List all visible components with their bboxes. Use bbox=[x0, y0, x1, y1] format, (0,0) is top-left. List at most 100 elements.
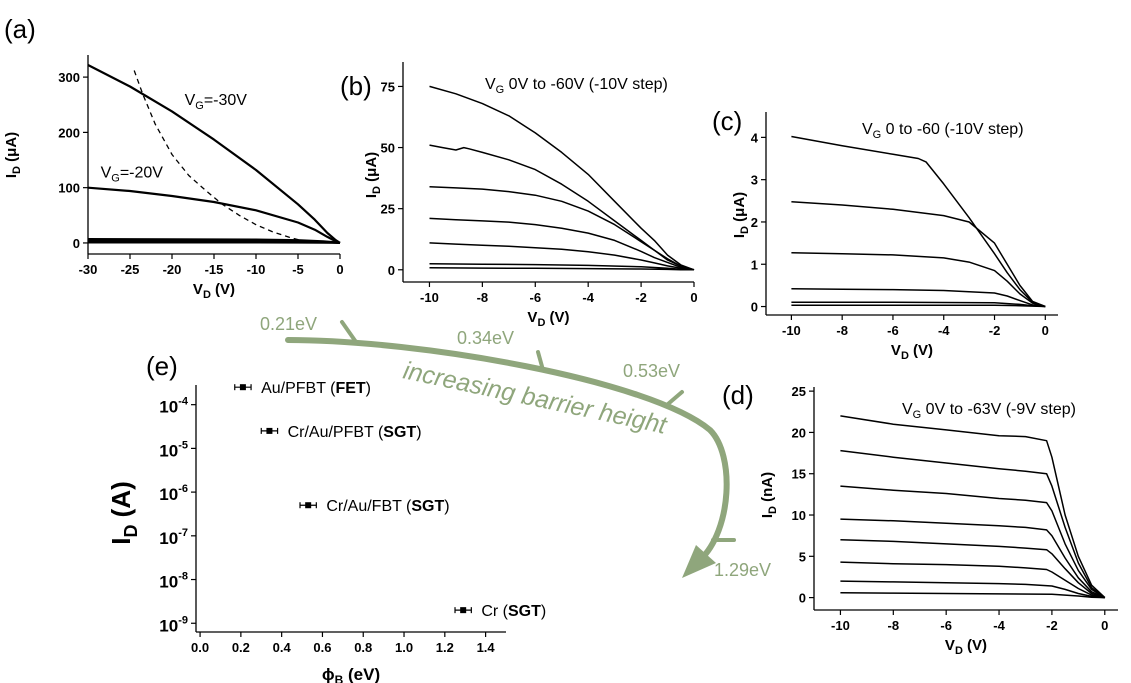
x-tick-label: 1.4 bbox=[477, 640, 496, 655]
y-tick-label: 10-5 bbox=[159, 439, 188, 460]
y-tick-label: 2 bbox=[751, 215, 758, 230]
data-point-1 bbox=[266, 427, 273, 434]
panel-label-c: (c) bbox=[712, 106, 742, 136]
x-tick-label: 0.8 bbox=[354, 640, 372, 655]
data-point-0 bbox=[239, 384, 246, 391]
series-line-b-6 bbox=[429, 267, 695, 271]
legend-b: VG 0V to -60V (-10V step) bbox=[485, 76, 668, 96]
x-tick-label: -10 bbox=[247, 262, 266, 277]
y-tick-label: 5 bbox=[799, 549, 806, 564]
y-tick-label: 25 bbox=[381, 202, 395, 217]
series-line-d-7 bbox=[840, 591, 1105, 599]
x-tick-label: 0 bbox=[336, 262, 343, 277]
x-axis-title-d: VD (V) bbox=[945, 637, 987, 657]
series-line-c-0 bbox=[791, 135, 1046, 308]
x-tick-label: -6 bbox=[529, 290, 541, 305]
x-tick-label: -4 bbox=[993, 618, 1005, 633]
data-point-3 bbox=[460, 607, 467, 614]
y-tick-label: 100 bbox=[58, 181, 80, 196]
y-axis-title-b: ID (μA) bbox=[363, 152, 383, 198]
x-tick-label: -30 bbox=[79, 262, 98, 277]
panel-c: (c) -10 -8 -6 -4 -2 0 0 1 2 3 4 VD (V) ID (μA) VG 0 to… bbox=[712, 106, 1058, 362]
arrow-marker-label-2: 0.53eV bbox=[623, 361, 680, 381]
annotation-a-1: VG=-20V bbox=[101, 165, 164, 185]
y-axis-title-d: ID (nA) bbox=[759, 472, 779, 518]
x-tick-label: -15 bbox=[205, 262, 224, 277]
x-tick-label: 0 bbox=[1101, 618, 1108, 633]
arrow-marker-label-3: 1.29eV bbox=[714, 560, 771, 580]
y-tick-label: 0 bbox=[388, 263, 395, 278]
y-tick-label: 20 bbox=[792, 425, 806, 440]
panel-label-e: (e) bbox=[146, 351, 178, 381]
y-tick-label: 10-8 bbox=[159, 571, 188, 592]
y-tick-label: 3 bbox=[751, 173, 758, 188]
series-line-d-4 bbox=[840, 539, 1106, 599]
x-tick-label: -4 bbox=[938, 323, 950, 338]
point-label-3: Cr (SGT) bbox=[481, 603, 546, 620]
x-tick-label: -10 bbox=[782, 323, 801, 338]
series-line-d-3 bbox=[840, 518, 1106, 599]
x-axis-title-a: VD (V) bbox=[193, 281, 235, 301]
series-line-a-4 bbox=[88, 241, 341, 244]
arrow-marker-label-0: 0.21eV bbox=[260, 314, 317, 334]
series-line-a-1 bbox=[88, 186, 341, 244]
x-tick-label: -8 bbox=[888, 618, 900, 633]
panel-a: (a) -30 -25 -20 -15 -10 -5 0 0 100 200 300 VD (V) ID … bbox=[3, 14, 344, 301]
y-axis-title-a: ID (μA) bbox=[3, 132, 23, 178]
annotation-a-0: VG=-30V bbox=[185, 92, 248, 112]
arrow-curve bbox=[285, 337, 730, 563]
point-label-2: Cr/Au/FBT (SGT) bbox=[326, 498, 449, 515]
series-line-c-5 bbox=[791, 304, 1046, 308]
x-tick-label: -6 bbox=[940, 618, 952, 633]
y-tick-label: 50 bbox=[381, 141, 395, 156]
y-tick-label: 10-4 bbox=[159, 396, 189, 417]
x-tick-label: -2 bbox=[635, 290, 647, 305]
arrow-marker-tick bbox=[666, 390, 684, 406]
series-line-c-2 bbox=[791, 252, 1046, 308]
y-tick-label: 200 bbox=[58, 125, 80, 140]
y-tick-label: 75 bbox=[381, 79, 395, 94]
series-group-b bbox=[429, 85, 695, 271]
series-group-a bbox=[88, 64, 341, 244]
y-tick-label: 10-9 bbox=[159, 614, 188, 635]
y-tick-label: 25 bbox=[792, 384, 806, 399]
series-line-b-3 bbox=[429, 217, 695, 271]
panel-label-b: (b) bbox=[340, 71, 372, 101]
series-group-c bbox=[791, 135, 1046, 308]
y-tick-label: 1 bbox=[751, 257, 758, 272]
x-tick-label: 1.2 bbox=[436, 640, 454, 655]
y-tick-label: 300 bbox=[58, 70, 80, 85]
panel-b: (b) -10 -8 -6 -4 -2 0 0 25 50 75 VD (V) ID (μA) VG 0V… bbox=[340, 62, 698, 329]
series-line-d-5 bbox=[840, 561, 1105, 599]
x-tick-label: -10 bbox=[420, 290, 439, 305]
series-line-b-0 bbox=[429, 85, 695, 271]
x-tick-label: -8 bbox=[477, 290, 489, 305]
legend-d: VG 0V to -63V (-9V step) bbox=[902, 401, 1076, 421]
panel-d: (d) -10 -8 -6 -4 -2 0 0 5 10 15 20 25 VD (V) ID (nA) VG… bbox=[722, 380, 1118, 657]
x-tick-label: 1.0 bbox=[395, 640, 413, 655]
y-axis-title-e: ID (A) bbox=[106, 481, 141, 545]
series-line-d-0 bbox=[840, 415, 1106, 599]
point-label-1: Cr/Au/PFBT (SGT) bbox=[288, 424, 422, 441]
x-tick-label: 0 bbox=[690, 290, 697, 305]
series-line-d-2 bbox=[840, 485, 1106, 599]
x-tick-label: -25 bbox=[121, 262, 140, 277]
x-tick-label: -20 bbox=[163, 262, 182, 277]
y-tick-label: 0 bbox=[799, 591, 806, 606]
x-tick-label: 0.0 bbox=[191, 640, 209, 655]
series-line-c-3 bbox=[791, 288, 1046, 308]
x-tick-label: 0.2 bbox=[232, 640, 250, 655]
series-line-d-1 bbox=[840, 449, 1106, 599]
y-tick-label: 15 bbox=[792, 467, 806, 482]
y-tick-label: 4 bbox=[751, 130, 759, 145]
y-tick-label: 10-7 bbox=[159, 527, 188, 548]
arrow-marker-tick bbox=[340, 320, 358, 344]
series-line-b-2 bbox=[429, 185, 695, 271]
data-point-2 bbox=[305, 502, 312, 509]
y-tick-label: 0 bbox=[751, 300, 758, 315]
x-axis-title-c: VD (V) bbox=[891, 342, 933, 362]
series-line-b-4 bbox=[429, 242, 695, 271]
panel-label-a: (a) bbox=[4, 14, 36, 44]
panel-e: (e) 0.0 0.2 0.4 0.6 0.8 1.0 1.2 1.4 10-9 10-8 10-7 1… bbox=[106, 351, 546, 683]
